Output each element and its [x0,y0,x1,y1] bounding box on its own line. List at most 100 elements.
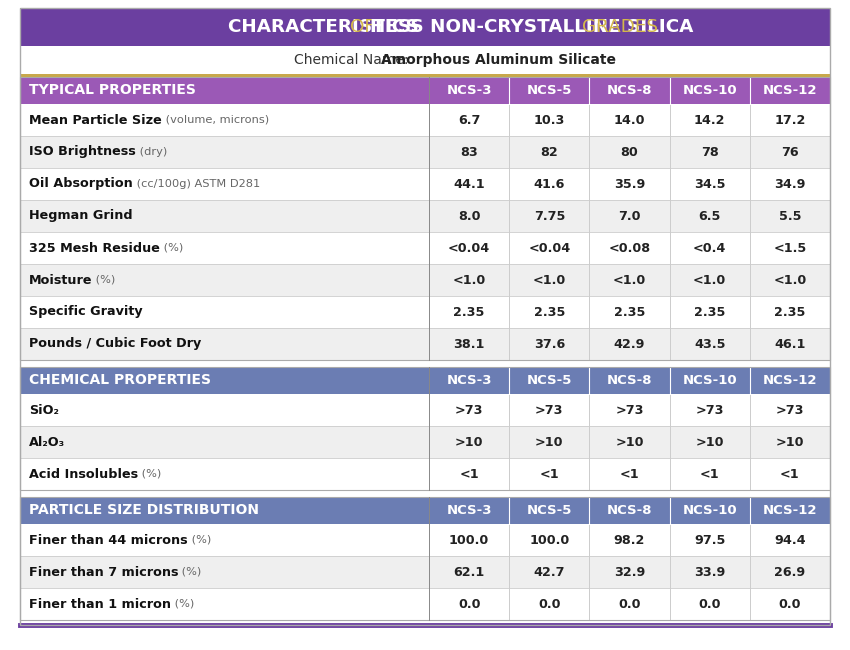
Bar [589,136,670,168]
Bar [670,524,750,556]
Bar [429,328,509,360]
Bar [750,497,830,524]
Text: 34.9: 34.9 [774,177,806,190]
Bar [429,168,509,200]
Text: (cc/100g) ASTM D281: (cc/100g) ASTM D281 [133,179,260,189]
Bar [589,77,670,104]
Bar [429,426,509,458]
Bar [750,77,830,104]
Bar [509,367,589,394]
Bar [429,367,509,394]
Text: <1: <1 [780,467,800,480]
Bar [670,264,750,296]
Bar [429,458,509,490]
Text: >10: >10 [455,436,484,448]
Bar [670,232,750,264]
Text: TYPICAL PROPERTIES: TYPICAL PROPERTIES [29,83,196,98]
Bar [20,136,429,168]
Bar [589,458,670,490]
Text: 32.9: 32.9 [614,566,645,578]
Text: (%): (%) [138,469,162,479]
Text: SiO₂: SiO₂ [29,404,59,417]
Bar [20,426,429,458]
Text: 2.35: 2.35 [453,306,484,318]
Text: Mean Particle Size: Mean Particle Size [29,114,162,127]
Text: NCS-10: NCS-10 [683,504,737,517]
Bar [589,367,670,394]
Bar [20,296,429,328]
Text: 78: 78 [701,146,718,159]
Text: 0.0: 0.0 [779,597,802,610]
Bar [429,296,509,328]
Text: 43.5: 43.5 [694,337,725,350]
Bar [750,328,830,360]
Text: 2.35: 2.35 [534,306,565,318]
Bar [20,497,830,620]
Bar [20,104,429,136]
Bar [670,394,750,426]
Text: Al₂O₃: Al₂O₃ [29,436,65,448]
Text: >73: >73 [695,404,724,417]
Bar [509,497,589,524]
Bar [509,394,589,426]
Bar [429,232,509,264]
Text: NCS-3: NCS-3 [446,84,492,97]
Bar [670,588,750,620]
Text: Pounds / Cubic Foot Dry: Pounds / Cubic Foot Dry [29,337,201,350]
Text: 37.6: 37.6 [534,337,565,350]
Text: >10: >10 [615,436,643,448]
Bar [20,46,830,74]
Text: Hegman Grind: Hegman Grind [29,209,133,222]
Bar [670,497,750,524]
Bar [20,394,429,426]
Text: (volume, microns): (volume, microns) [162,115,269,125]
Bar [670,458,750,490]
Bar [509,588,589,620]
Bar [589,328,670,360]
Text: 0.0: 0.0 [618,597,641,610]
Text: 5.5: 5.5 [779,209,802,222]
Bar [429,524,509,556]
Text: NCS-8: NCS-8 [607,504,652,517]
Text: 97.5: 97.5 [694,534,725,547]
Text: 42.9: 42.9 [614,337,645,350]
Text: (dry): (dry) [136,147,167,157]
Bar [750,588,830,620]
Text: NCS-12: NCS-12 [762,504,817,517]
Bar [429,77,509,104]
Bar [20,264,429,296]
Bar [589,200,670,232]
Text: 100.0: 100.0 [530,534,570,547]
Text: NCS-5: NCS-5 [527,374,572,387]
Text: <1.0: <1.0 [533,274,566,287]
Bar [589,168,670,200]
Text: 325 Mesh Residue: 325 Mesh Residue [29,242,160,255]
Bar [20,77,429,104]
Bar [589,394,670,426]
Bar [429,394,509,426]
Bar [750,232,830,264]
Text: 0.0: 0.0 [699,597,721,610]
Text: NCS-3: NCS-3 [446,374,492,387]
Text: OF: OF [349,18,381,36]
Text: NCS-5: NCS-5 [527,504,572,517]
Text: 41.6: 41.6 [534,177,565,190]
Bar [750,200,830,232]
Text: 76: 76 [781,146,799,159]
Bar [509,200,589,232]
Bar [750,556,830,588]
Bar [509,556,589,588]
Bar [509,458,589,490]
Text: (%): (%) [93,275,116,285]
Text: 26.9: 26.9 [774,566,806,578]
Text: (%): (%) [160,243,183,253]
Bar [509,136,589,168]
Text: 44.1: 44.1 [453,177,485,190]
Text: CHEMICAL PROPERTIES: CHEMICAL PROPERTIES [29,374,211,387]
Bar [429,136,509,168]
Bar [20,328,429,360]
Text: <1.0: <1.0 [452,274,485,287]
Bar [589,524,670,556]
Text: 38.1: 38.1 [453,337,484,350]
Text: (%): (%) [188,535,211,545]
